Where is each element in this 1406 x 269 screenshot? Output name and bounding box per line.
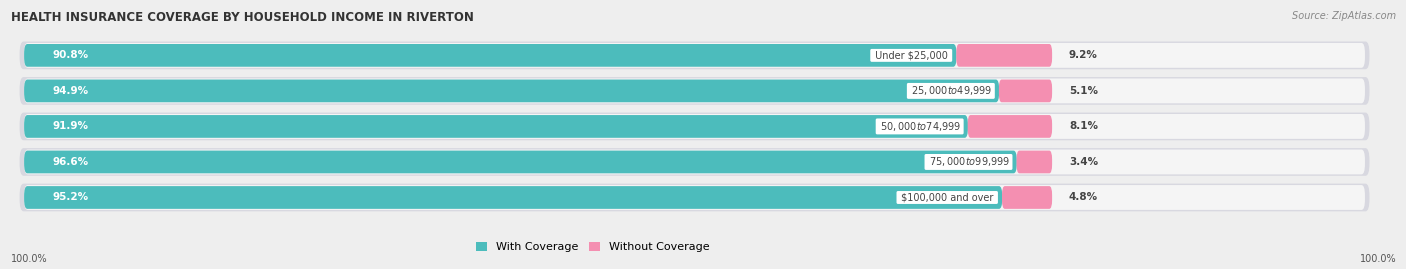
Text: 90.8%: 90.8% — [52, 50, 89, 60]
FancyBboxPatch shape — [20, 112, 1369, 140]
FancyBboxPatch shape — [1002, 186, 1052, 209]
FancyBboxPatch shape — [24, 44, 956, 67]
FancyBboxPatch shape — [24, 186, 1002, 209]
Text: 3.4%: 3.4% — [1069, 157, 1098, 167]
Legend: With Coverage, Without Coverage: With Coverage, Without Coverage — [471, 237, 714, 256]
FancyBboxPatch shape — [20, 148, 1369, 176]
Text: Under $25,000: Under $25,000 — [872, 50, 950, 60]
FancyBboxPatch shape — [24, 43, 1365, 68]
FancyBboxPatch shape — [956, 44, 1052, 67]
FancyBboxPatch shape — [20, 77, 1369, 105]
Text: 4.8%: 4.8% — [1069, 193, 1098, 203]
FancyBboxPatch shape — [24, 79, 1365, 103]
FancyBboxPatch shape — [24, 115, 967, 138]
FancyBboxPatch shape — [20, 41, 1369, 69]
FancyBboxPatch shape — [24, 151, 1017, 173]
Text: $100,000 and over: $100,000 and over — [898, 193, 997, 203]
FancyBboxPatch shape — [967, 115, 1052, 138]
Text: 8.1%: 8.1% — [1069, 121, 1098, 132]
Text: 95.2%: 95.2% — [52, 193, 89, 203]
FancyBboxPatch shape — [20, 184, 1369, 211]
Text: 100.0%: 100.0% — [1360, 254, 1396, 264]
Text: $75,000 to $99,999: $75,000 to $99,999 — [927, 155, 1011, 168]
Text: Source: ZipAtlas.com: Source: ZipAtlas.com — [1292, 11, 1396, 21]
FancyBboxPatch shape — [24, 114, 1365, 139]
Text: 5.1%: 5.1% — [1069, 86, 1098, 96]
FancyBboxPatch shape — [24, 80, 1000, 102]
FancyBboxPatch shape — [1017, 151, 1052, 173]
Text: 100.0%: 100.0% — [11, 254, 48, 264]
Text: $25,000 to $49,999: $25,000 to $49,999 — [908, 84, 994, 97]
FancyBboxPatch shape — [998, 80, 1052, 102]
Text: 91.9%: 91.9% — [52, 121, 89, 132]
Text: HEALTH INSURANCE COVERAGE BY HOUSEHOLD INCOME IN RIVERTON: HEALTH INSURANCE COVERAGE BY HOUSEHOLD I… — [11, 11, 474, 24]
Text: 94.9%: 94.9% — [52, 86, 89, 96]
Text: 96.6%: 96.6% — [52, 157, 89, 167]
Text: $50,000 to $74,999: $50,000 to $74,999 — [877, 120, 962, 133]
FancyBboxPatch shape — [24, 150, 1365, 174]
Text: 9.2%: 9.2% — [1069, 50, 1098, 60]
FancyBboxPatch shape — [24, 185, 1365, 210]
